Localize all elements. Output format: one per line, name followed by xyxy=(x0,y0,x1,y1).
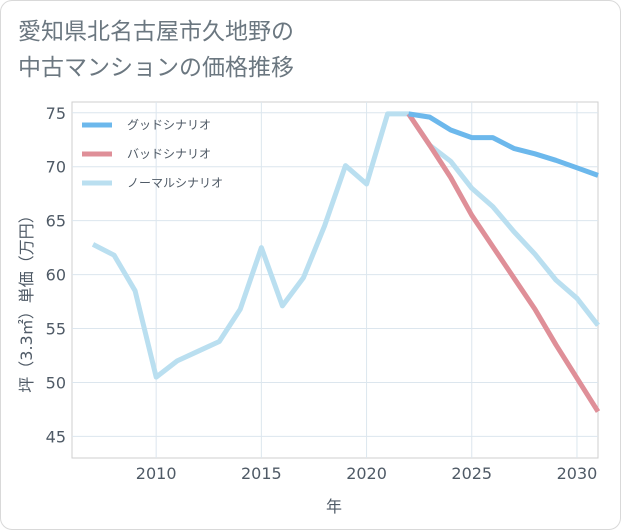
series-line-good xyxy=(408,111,599,178)
y-tick-label-4: 65 xyxy=(46,212,66,231)
chart-title: 愛知県北名古屋市久地野の 中古マンションの価格推移 xyxy=(18,14,294,86)
y-tick-label-3: 60 xyxy=(46,266,66,285)
legend-label-good: グッドシナリオ xyxy=(127,118,211,132)
y-axis-ticks: 45 50 55 60 65 70 75 xyxy=(46,104,66,447)
chart-title-line-1: 愛知県北名古屋市久地野の xyxy=(18,19,294,45)
series-line-bad xyxy=(406,112,601,413)
x-tick-label-2: 2020 xyxy=(346,464,387,483)
y-tick-label-0: 45 xyxy=(46,427,66,446)
y-tick-label-2: 55 xyxy=(46,320,66,339)
y-axis-title: 坪（3.3㎡）単価（万円） xyxy=(17,207,36,392)
x-axis-ticks: 2010 2015 2020 2025 2030 xyxy=(136,464,598,483)
series-line-normal xyxy=(91,111,600,380)
y-tick-label-1: 50 xyxy=(46,373,66,392)
grid-lines xyxy=(72,102,598,458)
x-tick-label-3: 2025 xyxy=(451,464,492,483)
legend-label-normal: ノーマルシナリオ xyxy=(127,176,223,190)
x-axis-title: 年 xyxy=(326,497,342,516)
series-lines xyxy=(91,111,601,413)
legend-label-bad: バッドシナリオ xyxy=(127,147,211,161)
y-tick-label-5: 70 xyxy=(46,158,66,177)
chart-title-line-2: 中古マンションの価格推移 xyxy=(18,55,294,81)
x-tick-label-1: 2015 xyxy=(241,464,282,483)
x-tick-label-0: 2010 xyxy=(136,464,177,483)
plot-area-frame xyxy=(71,101,599,459)
y-tick-label-6: 75 xyxy=(46,104,66,123)
x-tick-label-4: 2030 xyxy=(557,464,598,483)
